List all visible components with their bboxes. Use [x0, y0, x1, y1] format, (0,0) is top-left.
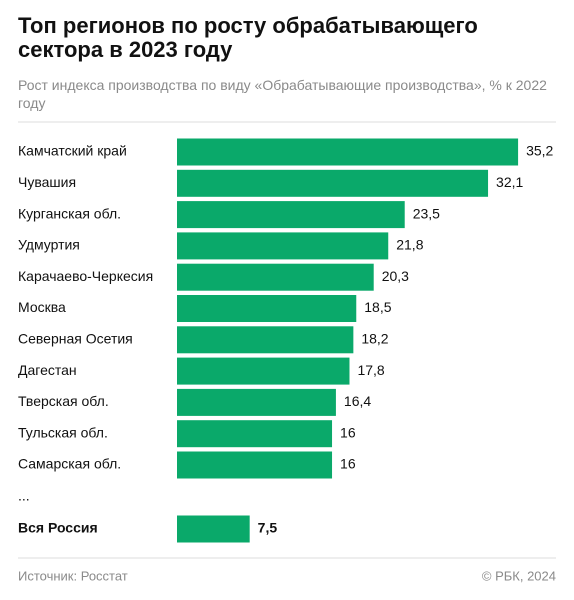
- bar: [177, 326, 354, 354]
- bar: [177, 388, 336, 416]
- value-label: 17,8: [357, 362, 384, 378]
- copyright: © РБК, 2024: [482, 568, 556, 583]
- category-label: Москва: [18, 299, 66, 315]
- bar: [177, 515, 250, 543]
- value-label: 32,1: [496, 174, 523, 190]
- bar: [177, 420, 333, 448]
- category-label: Камчатский край: [18, 143, 127, 159]
- chart-subtitle: Рост индекса производства по виду «Обраб…: [18, 77, 547, 111]
- value-label: 18,2: [361, 331, 388, 347]
- value-label: 18,5: [364, 299, 391, 315]
- category-label: Чувашия: [18, 174, 76, 190]
- value-label: 7,5: [258, 520, 278, 536]
- category-label: Тверская обл.: [18, 393, 109, 409]
- source: Источник: Росстат: [18, 568, 128, 583]
- value-label: 35,2: [526, 143, 553, 159]
- chart-title: Топ регионов по росту обрабатывающего се…: [18, 13, 478, 62]
- total-label: Вся Россия: [18, 520, 98, 536]
- bar: [177, 201, 405, 229]
- category-label: Удмуртия: [18, 237, 80, 253]
- bar: [177, 451, 333, 479]
- value-label: 16: [340, 456, 356, 472]
- category-label: Карачаево-Черкесия: [18, 268, 153, 284]
- category-label: Самарская обл.: [18, 456, 121, 472]
- bar: [177, 263, 374, 291]
- value-label: 16: [340, 424, 356, 440]
- category-label: Тульская обл.: [18, 424, 108, 440]
- value-label: 21,8: [396, 237, 423, 253]
- category-label: Курганская обл.: [18, 205, 121, 221]
- category-label: Дагестан: [18, 362, 77, 378]
- bar: [177, 357, 350, 385]
- bar: [177, 232, 389, 260]
- value-label: 23,5: [413, 205, 440, 221]
- bar: [177, 138, 519, 166]
- value-label: 16,4: [344, 393, 371, 409]
- value-label: 20,3: [382, 268, 409, 284]
- category-label: Северная Осетия: [18, 331, 133, 347]
- ellipsis: ...: [18, 488, 30, 504]
- bar: [177, 295, 357, 322]
- bar: [177, 169, 489, 197]
